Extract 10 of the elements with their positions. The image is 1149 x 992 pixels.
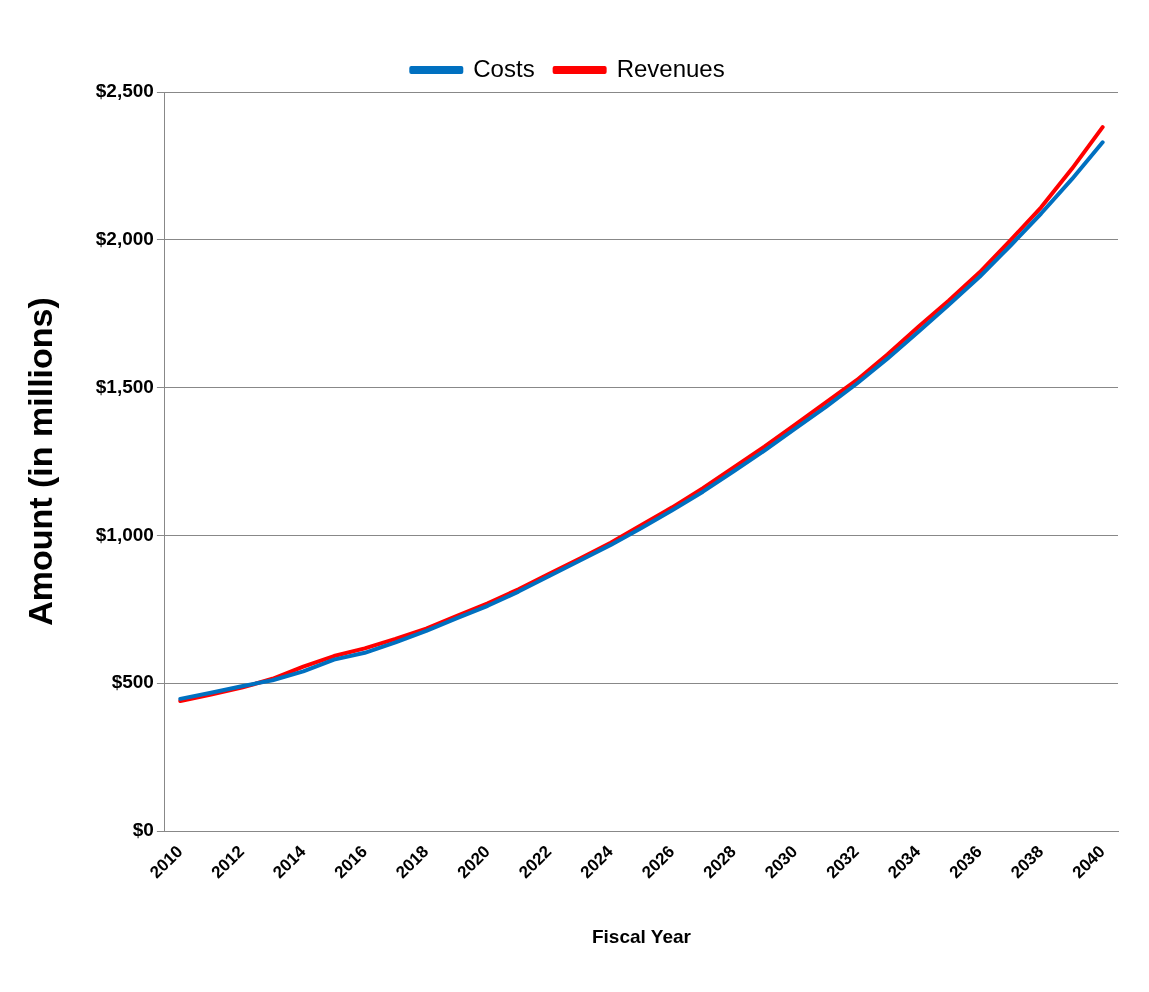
y-tick-label: $500 (111, 671, 154, 693)
legend-label: Costs (473, 54, 535, 82)
legend-label: Revenues (616, 54, 725, 82)
y-tick-label: $0 (132, 819, 154, 841)
x-axis-title: Fiscal Year (591, 925, 692, 947)
y-tick-label: $1,500 (95, 375, 154, 397)
y-axis-title: Amount (in millions) (20, 297, 59, 626)
y-tick-label: $1,000 (95, 523, 154, 545)
y-tick-label: $2,000 (95, 228, 154, 250)
y-tick-label: $2,500 (95, 80, 154, 102)
